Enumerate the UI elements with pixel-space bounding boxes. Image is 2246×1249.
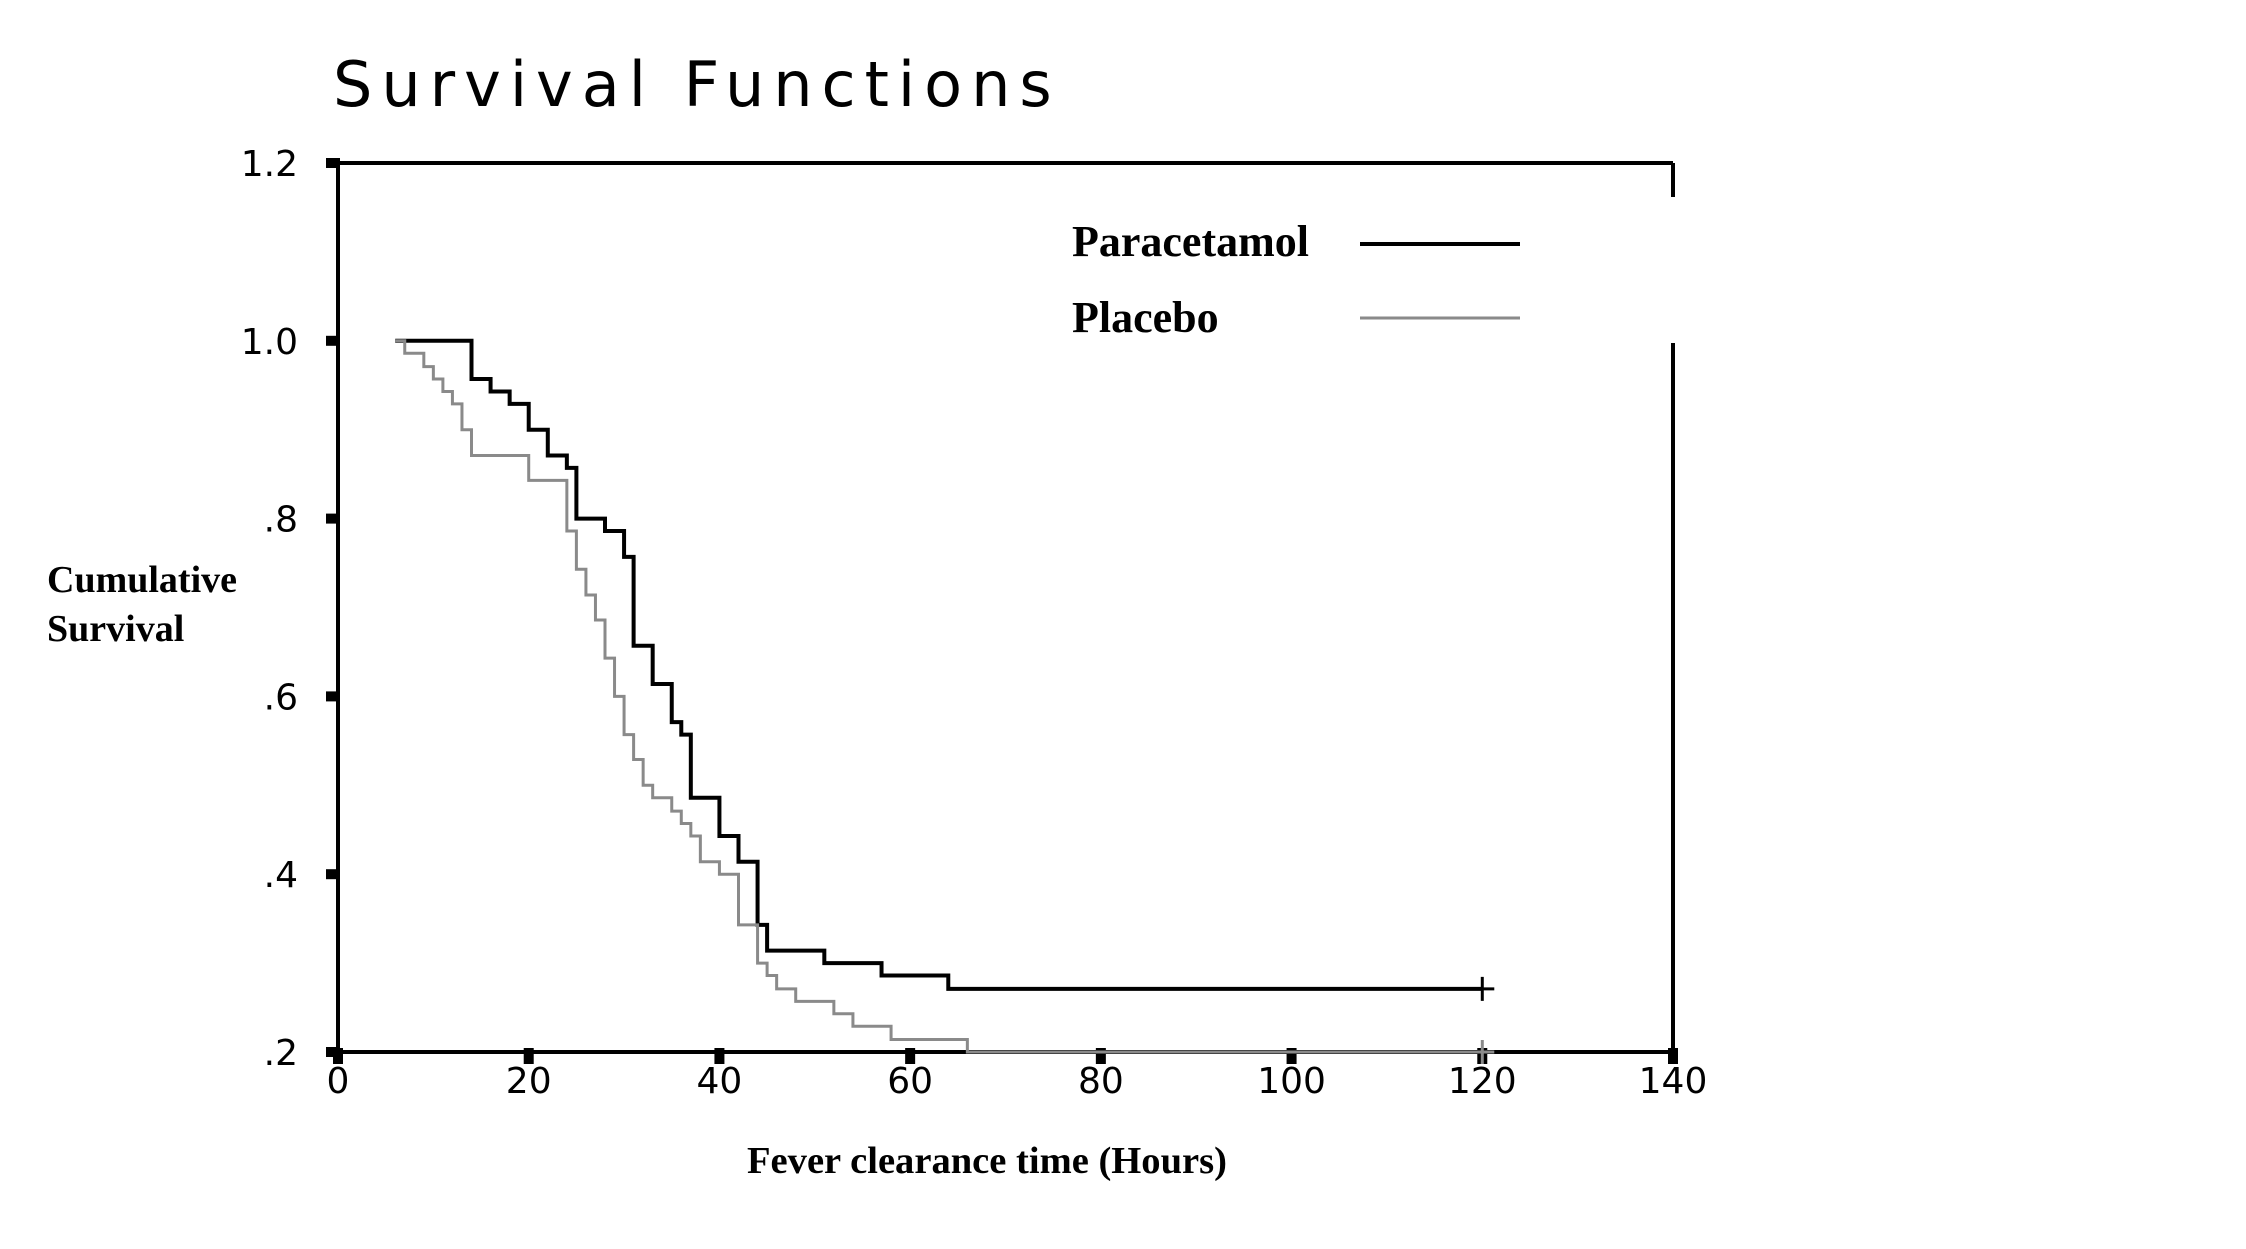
y-tick-mark [326,869,340,880]
x-tick-label: 100 [1257,1061,1326,1102]
y-axis-label-line-1: Cumulative [47,559,237,601]
x-tick-label: 0 [327,1061,350,1102]
x-tick-mark [1668,1048,1678,1064]
x-tick-mark [333,1048,343,1064]
x-tick-mark [1095,1048,1106,1064]
y-tick-label: .4 [264,855,298,896]
series-layer [395,338,1495,1064]
series-line-placebo [395,339,1483,1054]
x-tick-mark [714,1048,725,1064]
legend-label-paracetamol: Paracetamol [1072,217,1309,266]
plot-axes: .2 .4 .6 .8 1.0 1.2 0 20 40 60 80 100 120 140 [241,144,1708,1102]
legend-label-placebo: Placebo [1072,293,1219,342]
x-tick-label: 80 [1078,1061,1124,1102]
x-tick-label: 20 [506,1061,552,1102]
x-tick-mark [1286,1048,1297,1064]
x-tick-mark [905,1048,916,1064]
y-tick-label: .6 [264,677,298,718]
x-tick-label: 140 [1639,1061,1708,1102]
x-axis-label: Fever clearance time (Hours) [747,1140,1227,1182]
legend: Paracetamol Placebo [1072,217,1520,342]
chart-title: Survival Functions [333,48,1061,121]
series-line-paracetamol [395,338,1483,991]
x-tick-mark [523,1048,534,1064]
x-tick-label: 120 [1448,1061,1517,1102]
y-tick-mark [326,513,340,524]
x-tick-label: 40 [697,1061,743,1102]
y-tick-label: .2 [264,1033,298,1074]
x-tick-label: 60 [887,1061,933,1102]
y-tick-label: 1.0 [241,322,298,363]
y-tick-mark [326,158,340,168]
y-tick-mark [326,691,340,702]
y-tick-label: .8 [264,500,298,541]
y-tick-mark [326,335,340,346]
y-axis-label-line-2: Survival [47,608,184,650]
y-tick-label: 1.2 [241,144,298,185]
